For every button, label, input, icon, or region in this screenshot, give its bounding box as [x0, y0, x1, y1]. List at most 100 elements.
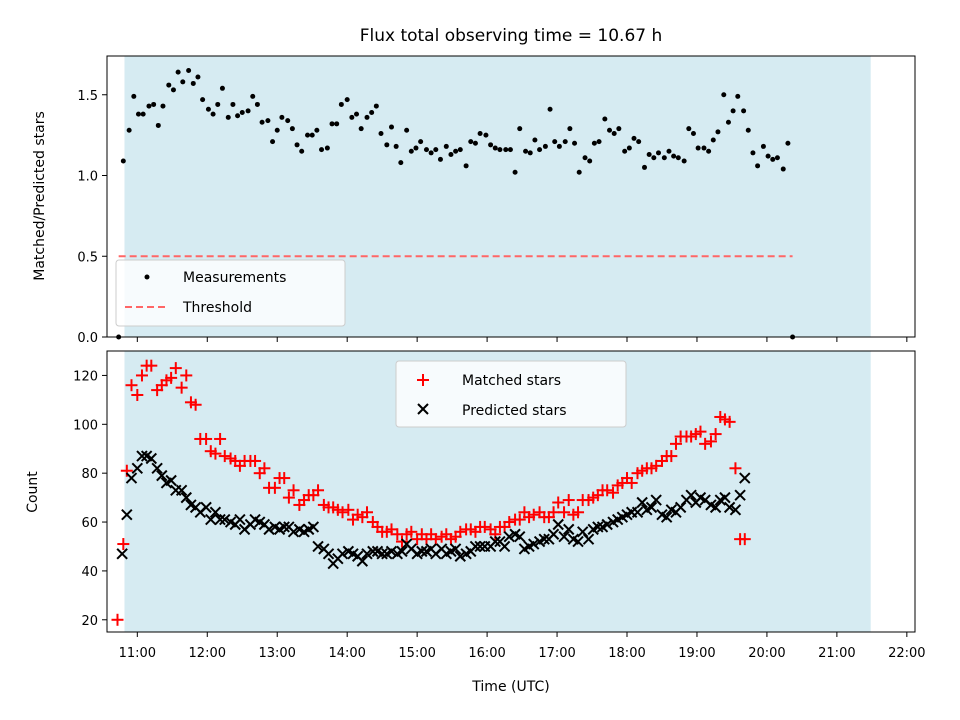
- measurement-point: [666, 148, 672, 154]
- matched-star-point: [527, 508, 540, 521]
- predicted-star-point: [322, 548, 335, 560]
- measurement-point: [364, 114, 370, 120]
- measurement-point: [492, 145, 498, 151]
- predicted-star-point: [376, 548, 388, 560]
- predicted-star-point: [469, 540, 482, 553]
- predicted-star-point: [538, 533, 550, 545]
- predicted-star-point: [278, 521, 290, 533]
- measurement-point: [245, 108, 251, 114]
- bottom-x-tick-label: 18:00: [608, 646, 645, 661]
- predicted-star-point: [660, 511, 673, 523]
- matched-star-point: [342, 503, 355, 516]
- matched-star-point: [699, 437, 712, 450]
- matched-star-point: [694, 425, 707, 438]
- predicted-star-point: [336, 548, 349, 560]
- measurement-point: [319, 147, 325, 153]
- measurement-point: [274, 127, 280, 133]
- predicted-star-point: [175, 484, 188, 496]
- matched-star-point: [704, 435, 717, 448]
- measurement-point: [160, 103, 166, 109]
- measurement-point: [556, 143, 562, 149]
- measurement-point: [180, 79, 186, 85]
- predicted-star-point: [498, 540, 511, 553]
- measurement-point: [453, 148, 459, 154]
- measurement-point: [205, 106, 211, 112]
- measurement-point: [780, 166, 786, 172]
- measurement-point: [602, 116, 608, 122]
- top-x-ticks: [136, 337, 908, 342]
- measurement-point: [175, 69, 181, 75]
- predicted-star-point: [474, 540, 486, 553]
- matched-star-point: [135, 369, 148, 382]
- measurement-point: [428, 150, 434, 156]
- measurement-point: [200, 97, 206, 103]
- matched-star-point: [180, 369, 193, 382]
- measurement-point: [765, 153, 771, 159]
- measurement-point: [642, 164, 648, 170]
- predicted-star-point: [396, 545, 408, 558]
- measurements-series: [116, 68, 796, 340]
- predicted-star-point: [547, 528, 560, 540]
- predicted-star-point: [145, 452, 158, 465]
- predicted-star-point: [263, 523, 275, 536]
- matched-star-point: [552, 496, 565, 509]
- measurement-point: [404, 127, 410, 133]
- matched-star-point: [278, 472, 291, 485]
- predicted-star-point: [576, 526, 589, 538]
- measurement-point: [741, 108, 747, 114]
- predicted-star-point: [729, 504, 742, 516]
- matched-star-point: [665, 450, 678, 463]
- measurement-point: [210, 111, 216, 117]
- measurement-point: [369, 110, 375, 116]
- measurement-point: [250, 93, 256, 99]
- predicted-star-point: [200, 501, 212, 514]
- measurement-point: [651, 155, 657, 161]
- matched-star-point: [547, 506, 560, 519]
- measurement-point: [437, 156, 443, 162]
- measurement-point: [488, 142, 494, 148]
- matched-star-point: [395, 535, 408, 548]
- measurement-point: [294, 142, 300, 148]
- measurement-point: [517, 126, 523, 132]
- measurement-point: [131, 93, 137, 99]
- predicted-star-point: [449, 543, 462, 555]
- measurement-point: [701, 145, 707, 151]
- measurement-point: [120, 158, 126, 164]
- measurement-point: [334, 121, 340, 127]
- predicted-star-point: [709, 501, 722, 514]
- matched-star-point: [723, 415, 736, 428]
- measurement-point: [254, 101, 260, 107]
- matched-star-point: [169, 362, 182, 375]
- predicted-star-point: [219, 513, 231, 526]
- measurement-point: [265, 118, 271, 124]
- measurement-point: [270, 139, 276, 145]
- measurement-point: [785, 140, 791, 146]
- measurement-point: [730, 108, 736, 114]
- top-plot-frame: [106, 55, 916, 338]
- predicted-star-point: [719, 491, 731, 504]
- measurement-point: [239, 110, 245, 116]
- measurement-point: [542, 143, 548, 149]
- measurement-point: [219, 85, 225, 91]
- measurement-point: [225, 114, 231, 120]
- predicted-star-point: [116, 548, 128, 560]
- legend-predicted-label: Predicted stars: [462, 403, 567, 419]
- measurement-point: [443, 143, 449, 149]
- measurement-point: [626, 145, 632, 151]
- measurement-point: [215, 101, 221, 107]
- predicted-star-point: [312, 540, 324, 553]
- bottom-x-tick-label: 16:00: [468, 646, 505, 661]
- predicted-star-point: [156, 469, 168, 482]
- bottom-x-tick-label: 11:00: [119, 646, 156, 661]
- measurement-point: [576, 169, 582, 175]
- matched-star-point: [189, 398, 202, 411]
- predicted-star-point: [165, 474, 177, 487]
- top-legend-box: [115, 259, 346, 327]
- legend-measurements-marker: [144, 274, 150, 280]
- measurement-point: [622, 148, 628, 154]
- legend-measurements-label: Measurements: [183, 270, 286, 286]
- predicted-star-point: [356, 555, 369, 567]
- measurement-point: [706, 148, 712, 154]
- measurement-point: [170, 87, 176, 93]
- predicted-star-point: [416, 545, 428, 558]
